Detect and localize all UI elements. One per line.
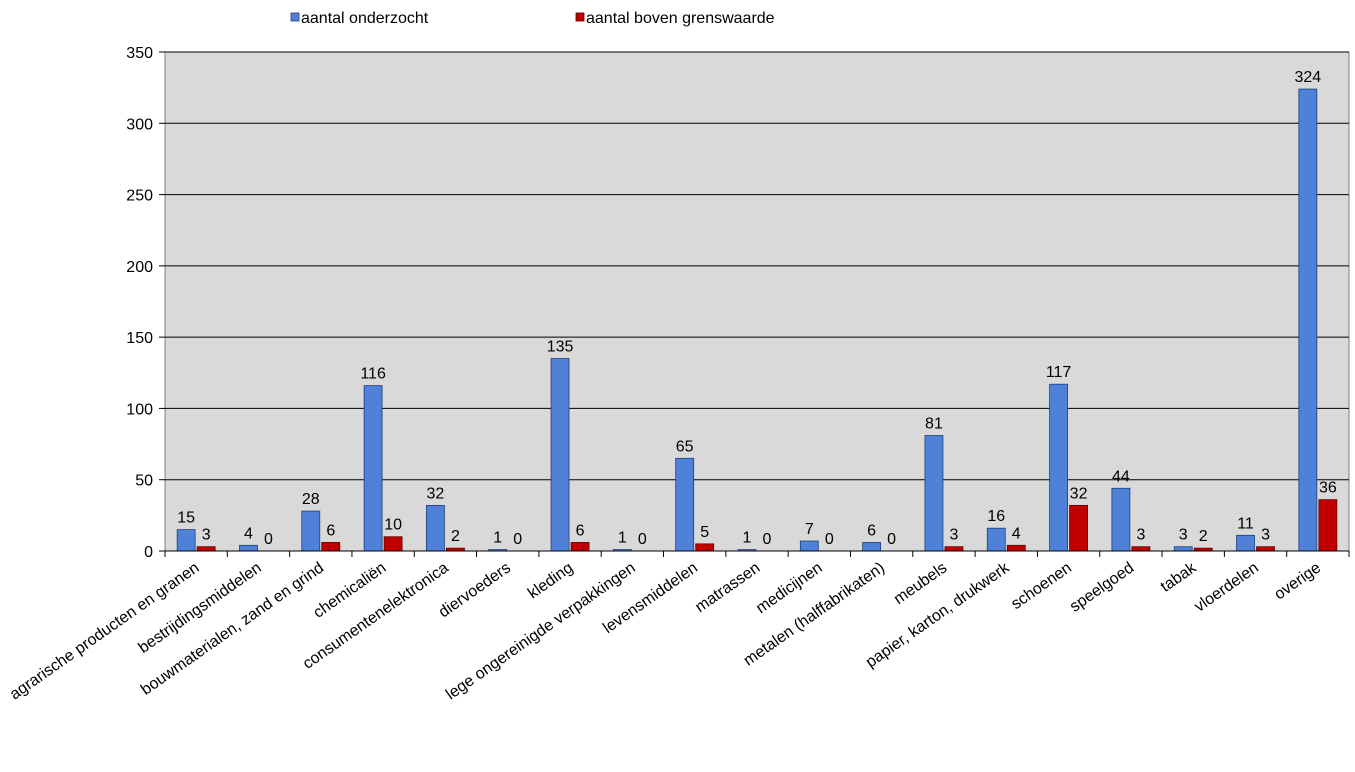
- x-category-label: overige: [1271, 559, 1324, 603]
- bar-aantal-boven-grenswaarde: [321, 542, 341, 552]
- plot-area: [164, 51, 1350, 552]
- data-label: 3: [1261, 527, 1270, 544]
- bar-aantal-onderzocht: [862, 542, 882, 552]
- data-label: 36: [1319, 480, 1337, 497]
- legend: aantal onderzocht aantal boven grenswaar…: [290, 10, 775, 27]
- bar-aantal-onderzocht: [239, 544, 258, 552]
- data-label: 3: [202, 527, 211, 544]
- bar-aantal-onderzocht: [1111, 487, 1131, 552]
- y-tick-label: 350: [126, 45, 153, 62]
- bar-aantal-onderzocht: [426, 504, 445, 552]
- y-tick-label: 200: [126, 259, 153, 276]
- data-label: 6: [867, 522, 876, 539]
- legend-label-aantal-onderzocht: aantal onderzocht: [301, 10, 429, 27]
- x-category-label: kleding: [525, 559, 576, 602]
- data-label: 6: [576, 522, 585, 539]
- data-label: 5: [700, 524, 709, 541]
- data-label: 6: [326, 522, 335, 539]
- data-label: 16: [987, 508, 1005, 525]
- y-tick-label: 250: [126, 188, 153, 205]
- data-label: 7: [805, 521, 814, 538]
- data-label: 4: [1012, 525, 1021, 542]
- data-label: 116: [360, 366, 386, 383]
- data-label: 0: [638, 531, 647, 548]
- data-label: 0: [825, 531, 834, 548]
- y-axis: 0 50 100 150 200 250 300 350: [126, 45, 165, 561]
- bar-aantal-boven-grenswaarde: [196, 546, 216, 552]
- x-category-label: speelgoed: [1067, 559, 1137, 615]
- bar-aantal-onderzocht: [1298, 88, 1318, 552]
- data-label: 10: [384, 517, 402, 534]
- legend-label-aantal-boven-grenswaarde: aantal boven grenswaarde: [586, 10, 775, 27]
- bar-aantal-boven-grenswaarde: [1006, 544, 1026, 552]
- data-label: 1: [618, 530, 627, 547]
- data-label: 0: [763, 531, 772, 548]
- x-category-label: tabak: [1158, 559, 1201, 596]
- data-label: 135: [547, 339, 574, 356]
- data-label: 11: [1237, 515, 1254, 532]
- bar-aantal-onderzocht: [363, 385, 383, 552]
- data-label: 3: [949, 527, 958, 544]
- y-tick-label: 0: [144, 544, 153, 561]
- data-label: 32: [1070, 485, 1088, 502]
- y-tick-label: 50: [135, 473, 153, 490]
- bar-aantal-onderzocht: [924, 435, 944, 552]
- data-label: 2: [451, 528, 460, 545]
- bar-aantal-boven-grenswaarde: [695, 543, 715, 552]
- x-category-label: schoenen: [1008, 559, 1075, 613]
- data-label: 117: [1046, 364, 1072, 381]
- bar-aantal-boven-grenswaarde: [1069, 504, 1088, 552]
- bar-aantal-onderzocht: [1173, 546, 1193, 552]
- bar-aantal-onderzocht: [1236, 534, 1255, 552]
- data-label: 1: [493, 530, 502, 547]
- data-label: 0: [513, 531, 522, 548]
- bar-aantal-boven-grenswaarde: [383, 536, 403, 552]
- bar-aantal-boven-grenswaarde: [570, 542, 590, 552]
- data-label: 81: [925, 416, 943, 433]
- bar-aantal-boven-grenswaarde: [1131, 546, 1151, 552]
- bar-aantal-onderzocht: [1049, 383, 1068, 552]
- bar-aantal-onderzocht: [799, 540, 819, 552]
- data-label: 0: [887, 531, 896, 548]
- bar-aantal-onderzocht: [675, 457, 695, 552]
- bars: [176, 88, 1338, 552]
- data-label: 3: [1179, 527, 1188, 544]
- legend-swatch-aantal-boven-grenswaarde: [575, 12, 585, 22]
- data-label: 3: [1136, 527, 1145, 544]
- bar-aantal-boven-grenswaarde: [1256, 546, 1275, 552]
- gridlines: [165, 51, 1349, 481]
- y-tick-label: 150: [126, 330, 153, 347]
- x-category-label: vloerdelen: [1192, 559, 1262, 615]
- data-label: 28: [302, 491, 320, 508]
- bar-aantal-boven-grenswaarde: [944, 546, 964, 552]
- data-label: 324: [1294, 69, 1321, 86]
- bar-aantal-onderzocht: [986, 527, 1006, 552]
- data-label: 1: [743, 530, 752, 547]
- x-category-label: meubels: [891, 559, 950, 608]
- bar-aantal-boven-grenswaarde: [1318, 499, 1338, 552]
- data-label: 65: [676, 438, 694, 455]
- x-category-label: matrassen: [692, 559, 763, 616]
- data-label: 44: [1112, 468, 1130, 485]
- y-tick-label: 100: [126, 401, 153, 418]
- data-label: 32: [427, 485, 445, 502]
- data-label: 2: [1199, 528, 1208, 545]
- bar-aantal-onderzocht: [301, 510, 321, 552]
- bar-aantal-onderzocht: [176, 529, 196, 552]
- data-label: 0: [264, 531, 273, 548]
- x-axis: agrarische producten en granenbestrijdin…: [7, 551, 1350, 703]
- data-label: 4: [244, 525, 253, 542]
- y-tick-label: 300: [126, 116, 153, 133]
- data-label: 15: [177, 510, 195, 527]
- legend-swatch-aantal-onderzocht: [290, 12, 300, 22]
- bar-aantal-onderzocht: [550, 358, 570, 552]
